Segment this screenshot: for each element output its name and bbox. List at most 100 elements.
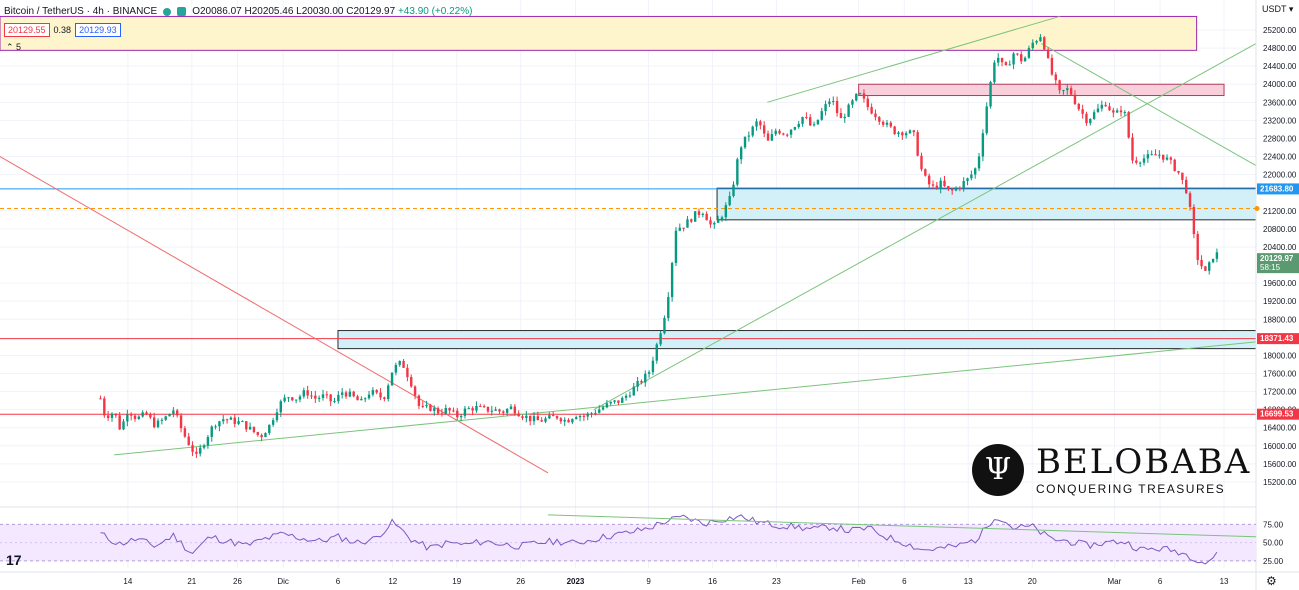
candle-body bbox=[862, 93, 866, 99]
sell-price-button[interactable]: 20129.55 bbox=[4, 23, 50, 37]
currency-selector[interactable]: USDT ▾ bbox=[1262, 4, 1294, 14]
candle-body bbox=[878, 117, 881, 122]
candle-body bbox=[509, 406, 513, 410]
trendline-support-long[interactable] bbox=[114, 341, 1257, 456]
candle-body bbox=[678, 227, 681, 231]
candle-body bbox=[713, 222, 716, 225]
logo-name: BELOBABA bbox=[1036, 442, 1252, 482]
price-label-text: 21683.80 bbox=[1260, 184, 1294, 193]
candle-body bbox=[152, 417, 156, 428]
candle-body bbox=[156, 420, 160, 428]
currency-label: USDT bbox=[1262, 4, 1287, 14]
candle-body bbox=[114, 413, 118, 416]
candle-body bbox=[736, 159, 739, 185]
rsi-trendline[interactable] bbox=[548, 514, 1257, 538]
tradingview-logo-icon[interactable]: 17 bbox=[6, 552, 22, 568]
candle-body bbox=[268, 424, 271, 434]
trendline-uptrend-channel[interactable] bbox=[593, 43, 1257, 411]
candle-body bbox=[766, 133, 770, 141]
candle-body bbox=[774, 130, 777, 135]
candle-body bbox=[402, 360, 405, 368]
time-tick-label: 20 bbox=[1028, 577, 1037, 586]
price-tick-label: 21200.00 bbox=[1263, 207, 1297, 216]
candle-body bbox=[851, 100, 854, 105]
candle-body bbox=[782, 133, 785, 135]
visibility-icon[interactable] bbox=[177, 7, 187, 16]
candle-body bbox=[333, 401, 336, 403]
time-tick-label: 6 bbox=[336, 577, 341, 586]
candle-body bbox=[1204, 266, 1207, 271]
candle-body bbox=[655, 344, 658, 361]
gear-icon[interactable]: ⚙ bbox=[1266, 574, 1277, 588]
candle-body bbox=[912, 130, 916, 133]
symbol-title[interactable]: Bitcoin / TetherUS · 4h · BINANCE bbox=[4, 6, 158, 17]
resistance-zone-pink[interactable] bbox=[858, 83, 1225, 97]
candle-body bbox=[901, 132, 904, 136]
candle-body bbox=[229, 417, 233, 420]
candle-body bbox=[970, 174, 973, 179]
support-zone-blue[interactable] bbox=[716, 187, 1257, 221]
time-tick-label: 23 bbox=[772, 577, 781, 586]
candle-body bbox=[1035, 41, 1038, 43]
candle-body bbox=[1196, 234, 1199, 260]
candle-body bbox=[448, 408, 451, 411]
candle-body bbox=[471, 408, 474, 411]
candle-body bbox=[590, 413, 593, 415]
candle-body bbox=[245, 421, 248, 430]
logo-tagline: CONQUERING TREASURES bbox=[1036, 482, 1226, 496]
alert-marker-icon[interactable] bbox=[1254, 206, 1260, 212]
candle-body bbox=[1058, 80, 1061, 91]
price-tick-label: 16000.00 bbox=[1263, 442, 1297, 451]
bid-ask-row: 20129.55 0.38 20129.93 bbox=[4, 23, 121, 37]
trendline-downtrend-green[interactable] bbox=[1041, 43, 1257, 167]
price-tick-label: 17600.00 bbox=[1263, 369, 1297, 378]
candle-body bbox=[417, 395, 421, 406]
candle-body bbox=[866, 98, 869, 108]
candle-body bbox=[686, 219, 689, 228]
candle-body bbox=[275, 412, 279, 421]
candle-body bbox=[870, 107, 873, 114]
price-tick-label: 20400.00 bbox=[1263, 243, 1297, 252]
price-label-text: 16699.53 bbox=[1260, 410, 1294, 419]
price-label-box bbox=[1257, 408, 1299, 420]
price-tick-label: 23600.00 bbox=[1263, 98, 1297, 107]
buy-price-button[interactable]: 20129.93 bbox=[75, 23, 121, 37]
candle-body bbox=[682, 227, 685, 229]
candle-body bbox=[843, 116, 846, 119]
candle-body bbox=[179, 415, 183, 429]
candle-body bbox=[974, 168, 977, 175]
candle-body bbox=[920, 155, 923, 170]
price-axis-panel[interactable] bbox=[1256, 0, 1299, 590]
time-tick-label: 13 bbox=[964, 577, 973, 586]
candle-body bbox=[1073, 94, 1077, 104]
candle-body bbox=[551, 415, 555, 417]
support-zone-lower[interactable] bbox=[337, 330, 1257, 350]
candle-body bbox=[1154, 154, 1157, 156]
resistance-zone-top[interactable] bbox=[0, 15, 1198, 51]
candle-body bbox=[578, 415, 582, 418]
candle-body bbox=[517, 413, 520, 417]
rsi-band bbox=[0, 524, 1256, 561]
trendline-downtrend-red[interactable] bbox=[0, 156, 549, 474]
candle-body bbox=[832, 100, 835, 102]
rsi-tick-label: 25.00 bbox=[1263, 557, 1284, 566]
indicators-toggle[interactable]: ⌃ 5 bbox=[6, 42, 22, 52]
candle-body bbox=[1039, 37, 1042, 42]
candle-body bbox=[505, 409, 509, 413]
candle-body bbox=[1023, 57, 1027, 62]
candle-body bbox=[1008, 64, 1011, 66]
trendline-upper-channel[interactable] bbox=[767, 15, 1060, 103]
candle-body bbox=[624, 395, 628, 398]
candle-body bbox=[793, 127, 797, 130]
time-tick-label: Mar bbox=[1108, 577, 1122, 586]
candle-body bbox=[674, 230, 678, 263]
candle-body bbox=[659, 333, 662, 345]
candle-body bbox=[525, 415, 528, 419]
rsi-tick-label: 75.00 bbox=[1263, 520, 1284, 529]
candle-body bbox=[122, 421, 125, 430]
candle-body bbox=[598, 409, 601, 413]
time-tick-label: 2023 bbox=[567, 577, 585, 586]
price-tick-label: 22800.00 bbox=[1263, 134, 1297, 143]
candle-body bbox=[716, 219, 720, 223]
